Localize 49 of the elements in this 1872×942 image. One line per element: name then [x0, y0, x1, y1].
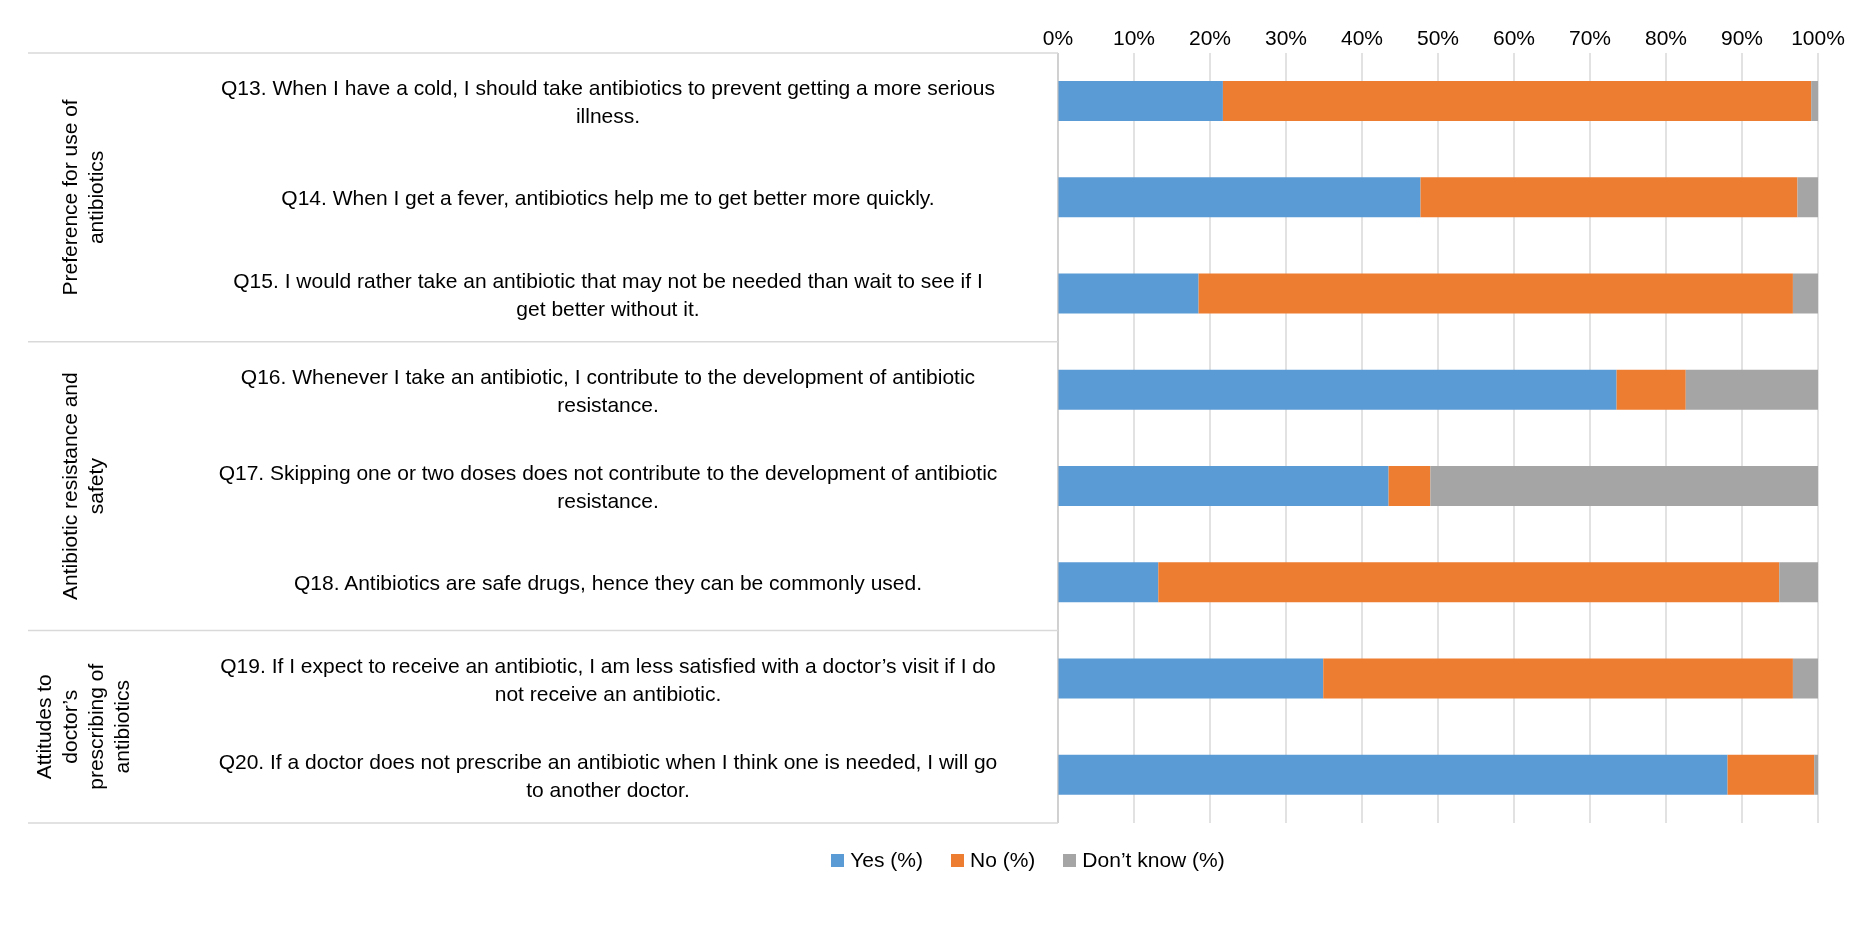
- x-tick-label: 90%: [1720, 26, 1764, 49]
- bar: [1616, 369, 1686, 410]
- bar: [1811, 81, 1818, 121]
- x-tick-label: 60%: [1492, 26, 1536, 49]
- bar: [1058, 466, 1389, 506]
- text: Antibiotic resistance and safety: [58, 372, 107, 600]
- x-tick-label: 0%: [1042, 26, 1074, 49]
- y-tick-label: Q14. When I get a fever, antibiotics help me to get better more quickly.: [281, 185, 935, 209]
- x-tick-label: 70%: [1568, 26, 1612, 49]
- bar: [1058, 81, 1223, 121]
- bar: [1058, 562, 1159, 603]
- bar: [1158, 562, 1780, 603]
- x-tick-label: 80%: [1644, 26, 1688, 49]
- bar: [1779, 562, 1818, 603]
- bar: [1797, 177, 1818, 218]
- x-tick-label: 10%: [1112, 26, 1156, 49]
- bar: [1222, 81, 1812, 121]
- bar: [1420, 177, 1798, 218]
- bar: [1323, 658, 1793, 699]
- bar: [1058, 369, 1617, 410]
- bar: [1814, 754, 1818, 795]
- y-tick-label: Q20. If a doctor does not prescribe an antibiotic when I think one is needed, I will go to another doctor.: [218, 749, 998, 801]
- text: Preference for use of antibiotics: [58, 99, 107, 296]
- y-tick-label: Q17. Skipping one or two doses does not contribute to the development of antibiotic resistance.: [218, 460, 998, 512]
- y-tick-label: Q15. I would rather take an antibiotic that may not be needed than wait to see if I get better without it.: [233, 268, 983, 320]
- x-tick-label: 30%: [1264, 26, 1308, 49]
- bar: [1727, 754, 1815, 795]
- bar: [1792, 658, 1818, 699]
- legend-label: Yes (%): [850, 848, 924, 872]
- bar: [1685, 369, 1818, 410]
- x-tick-label: 100%: [1791, 26, 1845, 49]
- bar: [1058, 754, 1728, 795]
- bar: [1198, 273, 1793, 314]
- y-tick-label: Q13. When I have a cold, I should take antibiotics to prevent getting a more serious illness.: [221, 75, 995, 127]
- y-tick-label: Q19. If I expect to receive an antibiotic, I am less satisfied with a doctor’s visit if I do not receive an antibiotic.: [220, 653, 996, 705]
- x-tick-label: 40%: [1340, 26, 1384, 49]
- legend-label: Don’t know (%): [1082, 848, 1225, 872]
- y-tick-label: Q18. Antibiotics are safe drugs, hence they can be commonly used.: [293, 570, 923, 594]
- y-tick-label: Q16. Whenever I take an antibiotic, I contribute to the development of antibiotic resistance.: [240, 364, 976, 416]
- bar: [1792, 273, 1818, 314]
- legend-label: No (%): [970, 848, 1036, 872]
- x-tick-label: 20%: [1188, 26, 1232, 49]
- bar: [1388, 466, 1431, 506]
- bar: [1058, 273, 1199, 314]
- bar: [1430, 466, 1818, 506]
- bar: [1058, 658, 1324, 699]
- x-tick-label: 50%: [1416, 26, 1460, 49]
- bar: [1058, 177, 1421, 218]
- text: Attitudes to doctor’s prescribing of antibiotics: [32, 663, 133, 790]
